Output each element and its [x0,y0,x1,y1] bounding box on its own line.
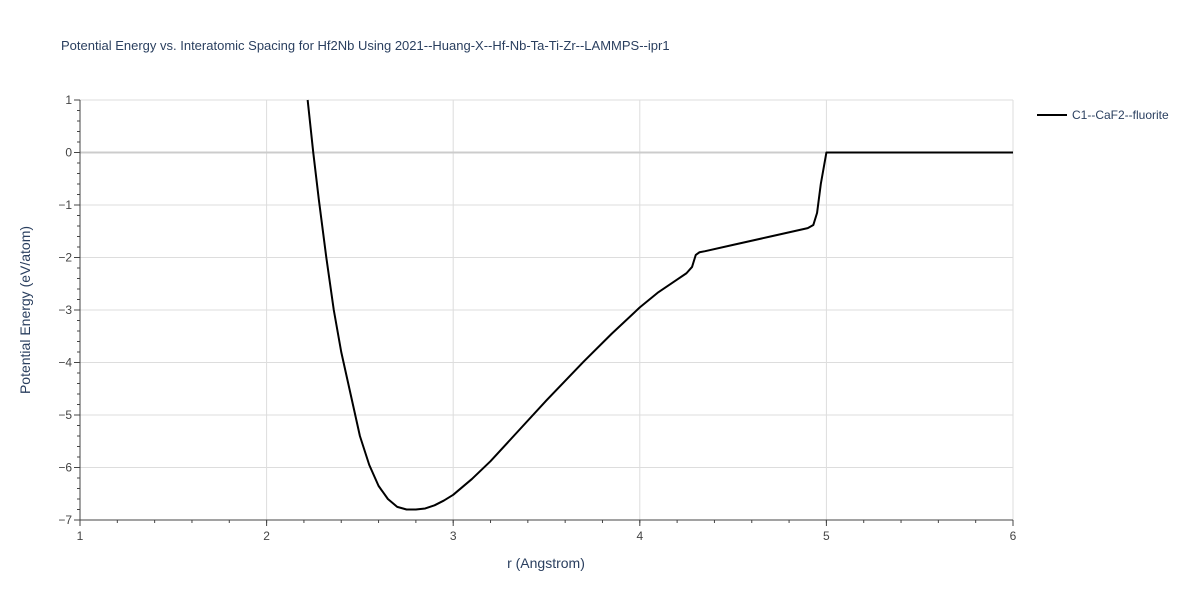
x-tick-label: 2 [263,529,270,543]
y-axis-ticks: 1 0 −1 −2 −3 −4 −5 −6 −7 [58,93,80,527]
legend-label: C1--CaF2--fluorite [1072,108,1169,122]
series-line [306,99,1013,511]
y-tick-label: −3 [58,303,72,317]
y-tick-label: 0 [65,146,72,160]
x-tick-label: 3 [450,529,457,543]
y-tick-label: −4 [58,356,72,370]
x-tick-label: 6 [1010,529,1017,543]
grid-lines [80,99,1014,520]
y-tick-label: 1 [65,93,72,107]
y-axis-title: Potential Energy (eV/atom) [17,226,33,394]
x-tick-label: 1 [77,529,84,543]
x-axis-ticks: 1 2 3 4 5 6 [77,520,1017,543]
y-tick-label: −2 [58,251,72,265]
y-tick-label: −1 [58,198,72,212]
x-tick-label: 4 [636,529,643,543]
legend[interactable]: C1--CaF2--fluorite [1037,108,1169,122]
y-tick-label: −7 [58,513,72,527]
x-tick-label: 5 [823,529,830,543]
x-axis-title: r (Angstrom) [507,555,585,571]
y-tick-label: −6 [58,461,72,475]
series-layer [306,99,1013,511]
chart-title: Potential Energy vs. Interatomic Spacing… [61,38,670,53]
y-tick-label: −5 [58,408,72,422]
